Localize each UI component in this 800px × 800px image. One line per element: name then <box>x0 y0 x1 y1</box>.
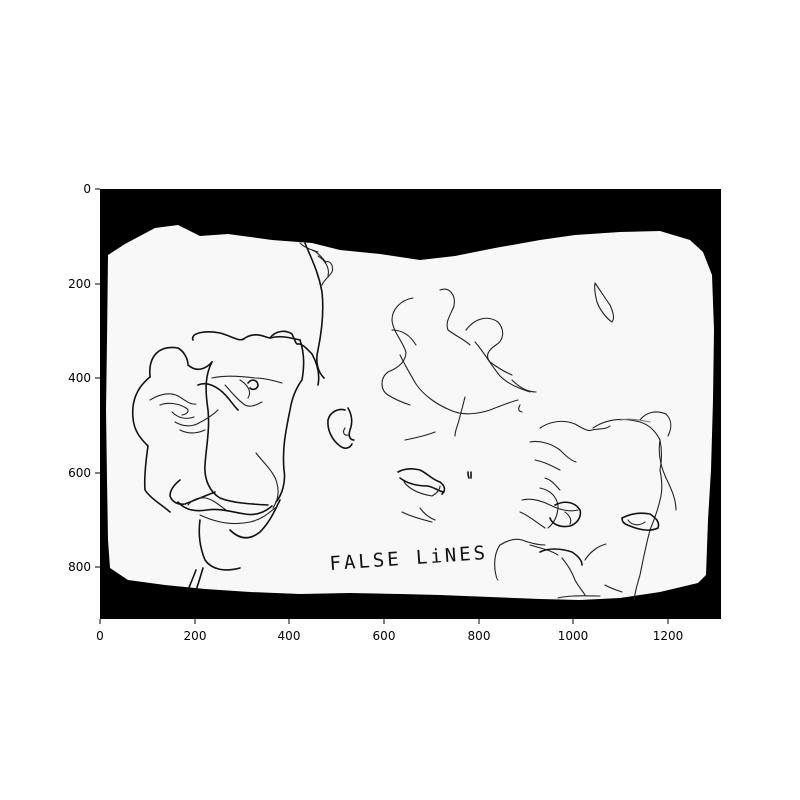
y-tick-label: 400 <box>68 371 91 385</box>
right-face-drawing <box>494 411 677 601</box>
y-tick-label: 200 <box>68 277 91 291</box>
y-tick-label: 600 <box>68 466 91 480</box>
y-tick-label: 800 <box>68 560 91 574</box>
x-tick-label: 400 <box>278 629 301 643</box>
x-tick-label: 200 <box>184 629 207 643</box>
center-face-drawing <box>381 288 537 523</box>
x-tick-label: 0 <box>96 629 104 643</box>
image-area: FALSE LiNES <box>100 189 721 619</box>
torn-paper <box>106 225 714 600</box>
left-face-drawing <box>131 242 334 591</box>
small-ear-drawing <box>327 407 355 449</box>
y-tick-label: 0 <box>83 182 91 196</box>
y-axis: 0 200 400 600 800 <box>68 182 100 574</box>
leaf-drawing <box>594 282 615 323</box>
x-tick-label: 1000 <box>558 629 589 643</box>
x-axis: 0 200 400 600 800 1000 1200 <box>96 619 683 643</box>
x-tick-label: 1200 <box>653 629 684 643</box>
x-tick-label: 800 <box>468 629 491 643</box>
x-tick-label: 600 <box>373 629 396 643</box>
